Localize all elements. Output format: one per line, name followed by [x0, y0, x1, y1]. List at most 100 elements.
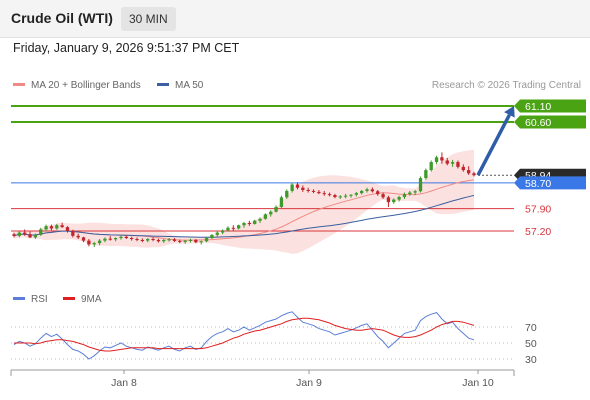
candle-body [306, 189, 310, 191]
candle [253, 219, 257, 225]
candle [140, 238, 145, 243]
candle-body [162, 239, 166, 242]
candle-body [327, 194, 332, 196]
candle [397, 195, 401, 202]
candle-body [204, 238, 209, 242]
candle-body [135, 239, 139, 241]
candle-body [71, 231, 75, 236]
rsi-ma-line [14, 317, 475, 352]
candle [327, 192, 332, 197]
level-tag-text: 58.70 [525, 178, 551, 190]
candle [424, 168, 428, 180]
level-tag-bg [514, 176, 586, 190]
candle [322, 190, 326, 196]
candle-body [146, 239, 150, 241]
candle-body [183, 240, 187, 242]
candle-body [429, 162, 433, 171]
candle-body [413, 191, 417, 193]
level-tag-1: 60.60 [514, 115, 586, 129]
candle [135, 237, 139, 242]
candle [199, 240, 203, 245]
candle-body [178, 240, 182, 242]
candle [65, 226, 70, 233]
candle [49, 224, 54, 231]
candle-body [381, 194, 385, 198]
candle-body [76, 235, 80, 238]
candle-body [151, 239, 155, 241]
candle [151, 237, 155, 242]
candle [33, 233, 38, 240]
projection-arrow-shaft [476, 114, 511, 177]
candle-body [343, 195, 348, 197]
candle-body [322, 193, 326, 195]
candle [445, 157, 449, 166]
candle-body [450, 162, 455, 164]
candle-body [349, 194, 353, 196]
candle-body [386, 197, 391, 203]
x-tick-label: Jan 8 [111, 377, 137, 389]
candle-body [17, 232, 22, 236]
candle [343, 193, 348, 199]
candle-body [274, 206, 278, 212]
candle [376, 189, 380, 196]
candle-body [461, 166, 465, 171]
level-tag-text: 61.10 [525, 101, 551, 113]
candle-body [263, 214, 268, 219]
candle [17, 231, 22, 238]
candle [279, 195, 284, 209]
timeframe-button[interactable]: 30 MIN [121, 7, 176, 31]
rsi-tick-label: 50 [525, 338, 537, 350]
candle-body [258, 218, 262, 221]
candle-body [408, 192, 412, 195]
candle-body [445, 160, 449, 164]
candle-body [60, 225, 64, 228]
candle [236, 224, 241, 230]
candle-body [210, 234, 214, 239]
candle [92, 241, 96, 248]
candle-body [440, 157, 444, 161]
legend-rsi-ma: 9MA [63, 294, 102, 305]
candle [263, 213, 268, 220]
candle-body [140, 239, 145, 241]
candle-body [39, 229, 43, 235]
candle-body [242, 222, 246, 226]
candle-body [236, 225, 241, 229]
candle-body [397, 197, 401, 200]
ma20-swatch [13, 82, 25, 86]
candle [370, 187, 375, 193]
candle-body [167, 239, 171, 241]
bollinger-band [14, 149, 474, 254]
level-label-5: 57.20 [525, 226, 551, 238]
candle [39, 227, 43, 236]
candle [103, 237, 107, 243]
candle-body [376, 191, 380, 195]
candle [247, 220, 252, 226]
candle-body [23, 232, 27, 235]
rsi-label: RSI [31, 294, 48, 305]
candle-body [28, 234, 32, 238]
candle-body [472, 173, 476, 176]
candle [81, 236, 86, 243]
candle [167, 238, 171, 242]
candle-body [434, 157, 439, 163]
candle [210, 234, 214, 240]
candle [466, 166, 471, 175]
candle [87, 239, 91, 247]
candle [333, 193, 337, 199]
candle [215, 231, 219, 237]
candle [113, 237, 118, 242]
candle [188, 238, 193, 243]
candle-body [338, 196, 342, 198]
candle [472, 171, 476, 177]
candle-body [354, 193, 358, 195]
rsi-ma-swatch [63, 296, 75, 300]
candle [23, 229, 27, 236]
candle [183, 239, 187, 244]
level-tag-0: 61.10 [514, 99, 586, 113]
candle [354, 191, 358, 197]
candle [258, 217, 262, 223]
candle-body [247, 222, 252, 224]
candle [440, 152, 444, 164]
candle [242, 222, 246, 228]
candle [402, 192, 407, 199]
